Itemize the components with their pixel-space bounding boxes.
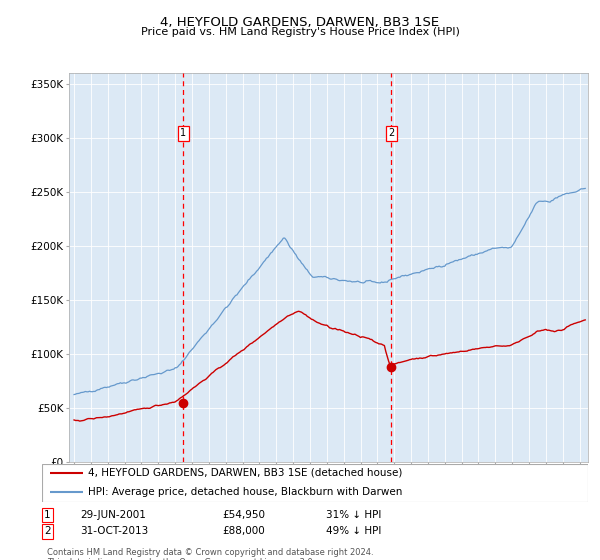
Bar — [184, 73, 391, 462]
Text: 2: 2 — [44, 526, 51, 536]
Text: HPI: Average price, detached house, Blackburn with Darwen: HPI: Average price, detached house, Blac… — [88, 487, 403, 497]
Text: £54,950: £54,950 — [222, 510, 265, 520]
Text: 29-JUN-2001: 29-JUN-2001 — [80, 510, 146, 520]
Text: 1: 1 — [44, 510, 51, 520]
Text: 4, HEYFOLD GARDENS, DARWEN, BB3 1SE: 4, HEYFOLD GARDENS, DARWEN, BB3 1SE — [160, 16, 440, 29]
Text: 4, HEYFOLD GARDENS, DARWEN, BB3 1SE (detached house): 4, HEYFOLD GARDENS, DARWEN, BB3 1SE (det… — [88, 468, 403, 478]
Text: 31-OCT-2013: 31-OCT-2013 — [80, 526, 148, 536]
Text: Contains HM Land Registry data © Crown copyright and database right 2024.
This d: Contains HM Land Registry data © Crown c… — [47, 548, 374, 560]
FancyBboxPatch shape — [42, 464, 588, 502]
Text: 49% ↓ HPI: 49% ↓ HPI — [326, 526, 381, 536]
Text: 1: 1 — [181, 128, 187, 138]
Text: Price paid vs. HM Land Registry's House Price Index (HPI): Price paid vs. HM Land Registry's House … — [140, 27, 460, 37]
Text: 2: 2 — [388, 128, 394, 138]
Text: 31% ↓ HPI: 31% ↓ HPI — [326, 510, 381, 520]
Text: £88,000: £88,000 — [222, 526, 265, 536]
